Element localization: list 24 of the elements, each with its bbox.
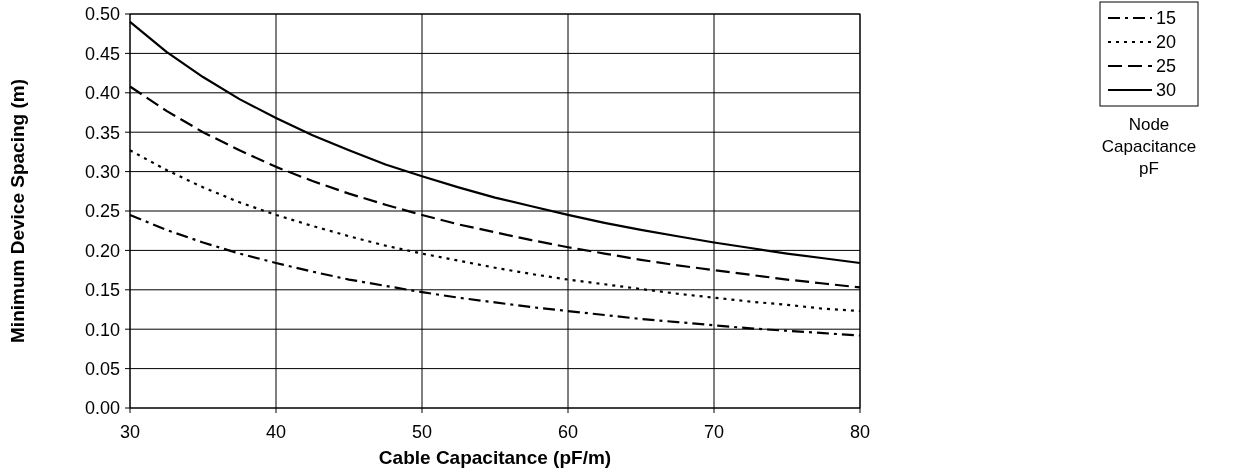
x-tick-label: 60 [557,422,579,442]
y-tick-label: 0.05 [84,358,120,379]
y-tick-label: 0.30 [84,161,120,182]
legend-label: 25 [1156,56,1177,77]
legend-title: Node Capacitance pF [1101,115,1197,178]
x-tick-label: 30 [119,422,141,442]
y-tick-label: 0.25 [84,201,120,222]
x-tick-label: 40 [265,422,287,442]
x-axis-title: Cable Capacitance (pF/m) [378,447,612,468]
y-tick-label: 0.35 [84,122,120,143]
y-tick-label: 0.10 [84,319,120,340]
x-tick-label: 50 [411,422,433,442]
y-tick-label: 0.20 [84,240,120,261]
y-tick-label: 0.40 [84,83,120,104]
y-tick-label: 0.00 [84,398,120,419]
x-tick-label: 70 [703,422,725,442]
y-tick-label: 0.45 [84,43,120,64]
legend-label: 30 [1156,80,1177,101]
legend-label: 15 [1156,8,1177,29]
y-axis-title: Minimum Device Spacing (m) [7,79,28,343]
y-tick-label: 0.50 [84,4,120,25]
x-tick-label: 80 [849,422,871,442]
legend-label: 20 [1156,32,1177,53]
y-tick-label: 0.15 [84,280,120,301]
